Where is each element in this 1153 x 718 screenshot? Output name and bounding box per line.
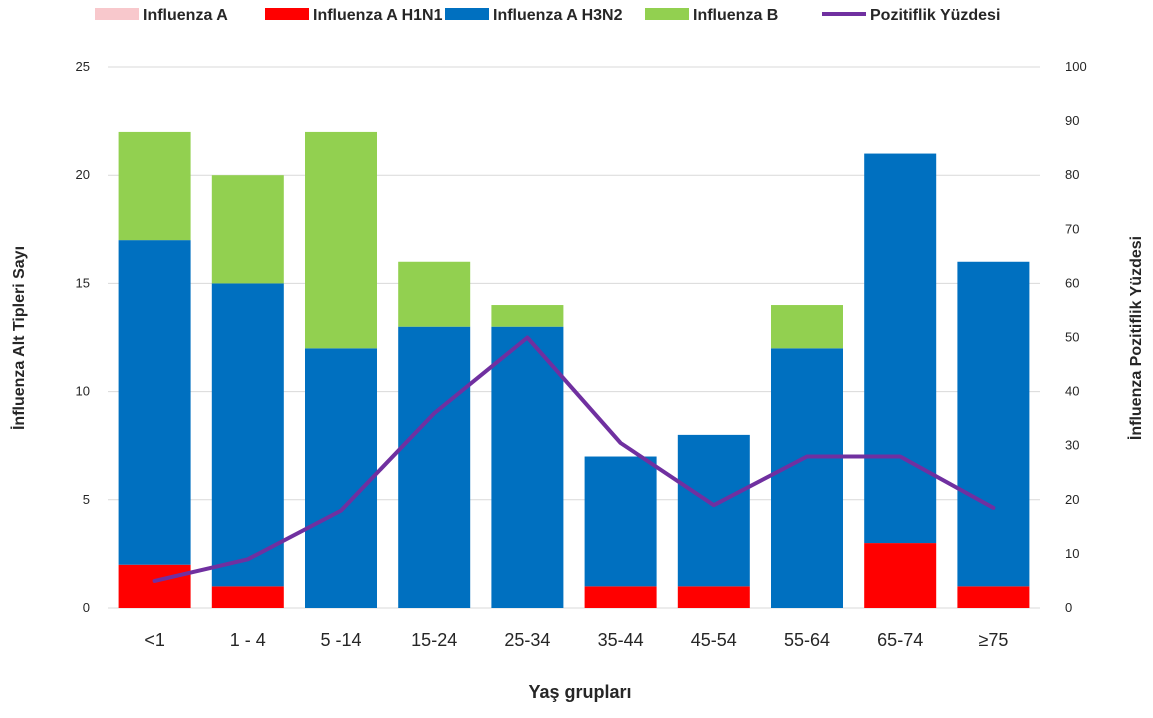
x-tick-label: 35-44: [598, 630, 644, 650]
bar-segment: [118, 240, 191, 565]
y2-tick-label: 90: [1065, 113, 1079, 128]
x-tick-label: 65-74: [877, 630, 923, 650]
x-tick-label: 15-24: [411, 630, 457, 650]
x-tick-label: 5 -14: [320, 630, 361, 650]
bar-segment: [491, 326, 564, 608]
bar-segment: [677, 434, 750, 587]
y-tick-label: 0: [83, 600, 90, 615]
x-tick-label: 1 - 4: [230, 630, 266, 650]
bar-segment: [211, 586, 284, 608]
bar-segment: [957, 586, 1030, 608]
x-tick-label: <1: [144, 630, 165, 650]
positivity-line: [152, 335, 996, 583]
legend: Influenza A Influenza A H1N1 Influenza A H…: [95, 7, 1000, 24]
legend-label: Influenza A H1N1: [313, 7, 443, 24]
y-axis-title-left: İnfluenza Alt Tipleri Sayı: [10, 246, 28, 430]
bar-segment: [305, 131, 377, 349]
legend-swatch: [95, 8, 139, 20]
y-tick-label: 10: [76, 384, 90, 399]
legend-label: Influenza A: [143, 7, 228, 24]
y2-tick-label: 60: [1065, 275, 1079, 290]
y-tick-label: 25: [76, 59, 90, 74]
y2-tick-label: 100: [1065, 59, 1087, 74]
legend-label: Influenza B: [693, 7, 778, 24]
bar-segment: [677, 586, 750, 608]
bar-segment: [957, 261, 1030, 587]
stacked-bars: [118, 131, 1030, 608]
y-axis-title-right: İnfluenza Pozitiflik Yüzdesi: [1127, 236, 1145, 440]
y2-tick-label: 40: [1065, 384, 1079, 399]
x-tick-label: 45-54: [691, 630, 737, 650]
left-axis-ticks: 0 5 10 15 20 25: [76, 59, 90, 615]
bar-segment: [118, 564, 191, 608]
legend-label: Influenza A H3N2: [493, 7, 623, 24]
legend-swatch: [445, 8, 489, 20]
bar-segment: [491, 305, 564, 327]
legend-label: Pozitiflik Yüzdesi: [870, 7, 1000, 24]
legend-swatch: [645, 8, 689, 20]
y-tick-label: 15: [76, 275, 90, 290]
x-tick-label: 25-34: [504, 630, 550, 650]
y-tick-label: 5: [83, 492, 90, 507]
bar-segment: [771, 348, 843, 608]
bar-segment: [584, 586, 657, 608]
bar-segment: [771, 305, 843, 349]
y-tick-label: 20: [76, 167, 90, 182]
line-series: [152, 335, 996, 583]
y2-tick-label: 0: [1065, 600, 1072, 615]
y2-tick-label: 30: [1065, 438, 1079, 453]
y2-tick-label: 50: [1065, 330, 1079, 345]
legend-swatch: [265, 8, 309, 20]
x-tick-label: ≥75: [978, 630, 1008, 650]
x-axis-title: Yaş grupları: [528, 682, 631, 702]
bar-segment: [864, 153, 937, 544]
bar-segment: [118, 131, 191, 241]
bar-segment: [584, 456, 657, 587]
x-tick-label: 55-64: [784, 630, 830, 650]
y2-tick-label: 10: [1065, 546, 1079, 561]
bar-segment: [211, 175, 284, 284]
bar-segment: [211, 283, 284, 587]
bar-segment: [305, 348, 377, 608]
y2-tick-label: 80: [1065, 167, 1079, 182]
y2-tick-label: 20: [1065, 492, 1079, 507]
category-labels: <1 1 - 4 5 -14 15-24 25-34 35-44 45-54 55-64 65-…: [144, 630, 1008, 650]
y2-tick-label: 70: [1065, 221, 1079, 236]
right-axis-ticks: 0 10 20 30 40 50 60 70 80 90 100: [1065, 59, 1087, 615]
bar-segment: [398, 261, 471, 327]
bar-segment: [864, 543, 937, 608]
bar-segment: [398, 326, 471, 608]
